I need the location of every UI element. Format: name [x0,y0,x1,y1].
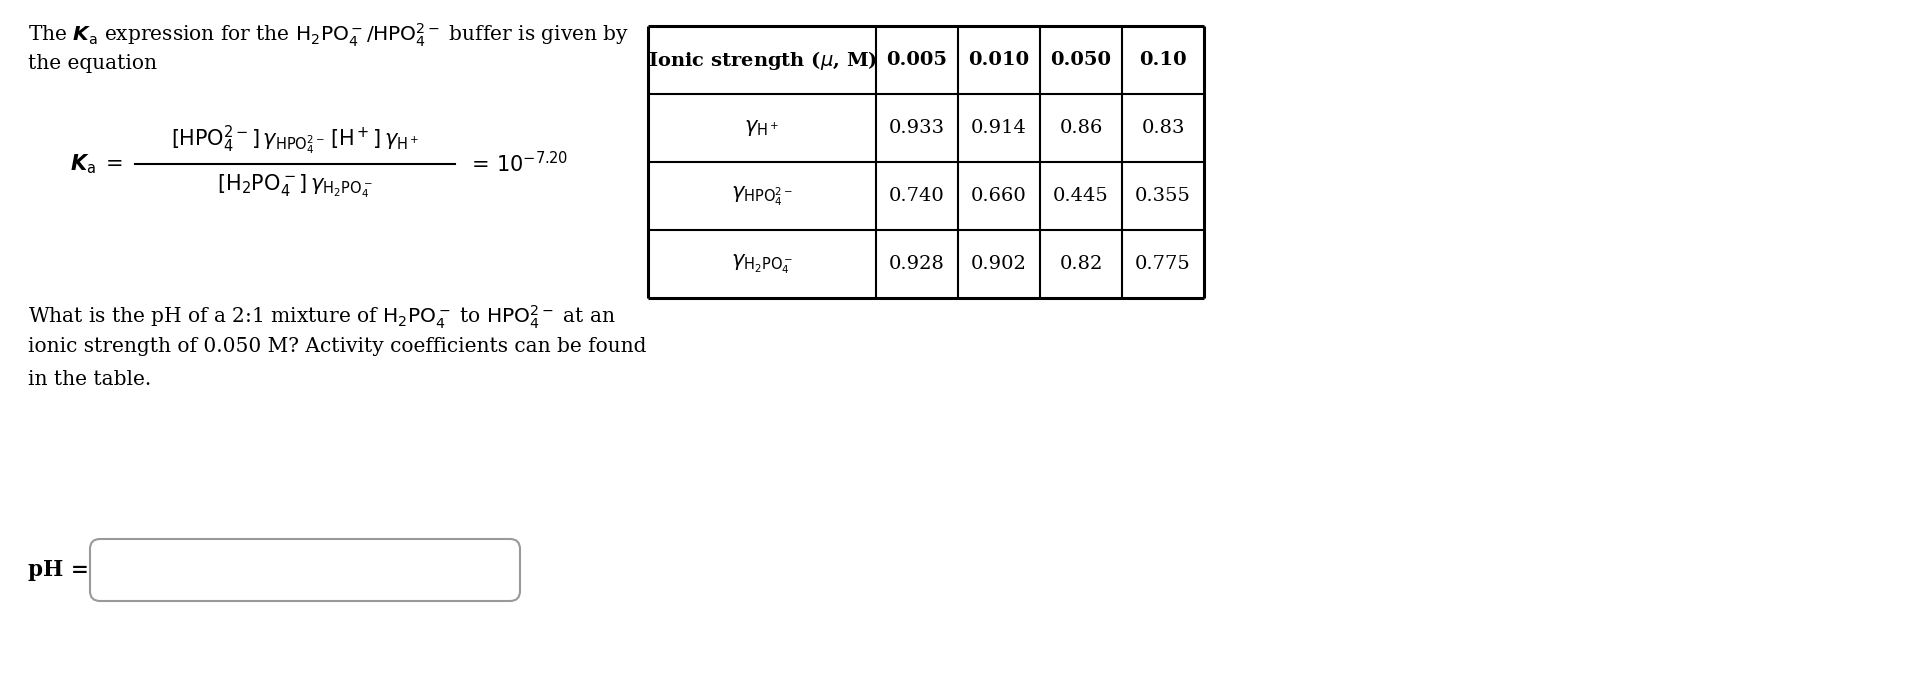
Text: ionic strength of 0.050 M? Activity coefficients can be found: ionic strength of 0.050 M? Activity coef… [29,337,646,356]
Text: 0.660: 0.660 [970,187,1028,205]
Text: 0.005: 0.005 [886,51,947,69]
Text: 0.775: 0.775 [1135,255,1190,273]
Text: 0.86: 0.86 [1060,119,1102,137]
Text: 0.914: 0.914 [970,119,1028,137]
Text: $=\,10^{-7.20}$: $=\,10^{-7.20}$ [468,151,567,176]
Text: Ionic strength ($\mu$, M): Ionic strength ($\mu$, M) [647,49,877,71]
Text: 0.933: 0.933 [888,119,945,137]
Text: $\mathbfit{K}_\mathrm{a}\;=$: $\mathbfit{K}_\mathrm{a}\;=$ [71,152,122,176]
Text: What is the pH of a 2:1 mixture of $\mathrm{H_2PO_4^-}$ to $\mathrm{HPO_4^{2-}}$: What is the pH of a 2:1 mixture of $\mat… [29,304,615,332]
Text: in the table.: in the table. [29,370,151,389]
Text: $\mathrm{[HPO_4^{2-}]}\,\gamma_{\mathrm{HPO_4^{2-}}}\,\mathrm{[H^+]}\,\gamma_{\m: $\mathrm{[HPO_4^{2-}]}\,\gamma_{\mathrm{… [170,123,418,156]
Text: 0.10: 0.10 [1138,51,1186,69]
FancyBboxPatch shape [90,539,520,601]
Text: pH =: pH = [29,559,90,581]
Text: $\gamma_{\mathrm{HPO_4^{2-}}}$: $\gamma_{\mathrm{HPO_4^{2-}}}$ [732,184,793,208]
Text: 0.83: 0.83 [1142,119,1184,137]
Text: $\mathrm{[H_2PO_4^-]}\,\gamma_{\mathrm{H_2PO_4^-}}$: $\mathrm{[H_2PO_4^-]}\,\gamma_{\mathrm{H… [218,172,372,200]
Text: 0.355: 0.355 [1135,187,1192,205]
Text: $\gamma_{\mathrm{H^+}}$: $\gamma_{\mathrm{H^+}}$ [745,118,779,138]
Text: $\gamma_{\mathrm{H_2PO_4^-}}$: $\gamma_{\mathrm{H_2PO_4^-}}$ [732,252,793,276]
Text: 0.902: 0.902 [970,255,1028,273]
Text: 0.82: 0.82 [1060,255,1102,273]
Text: 0.928: 0.928 [888,255,945,273]
Text: 0.445: 0.445 [1052,187,1110,205]
Text: 0.010: 0.010 [968,51,1029,69]
Text: 0.740: 0.740 [890,187,945,205]
Text: 0.050: 0.050 [1050,51,1112,69]
Text: the equation: the equation [29,54,157,73]
Text: The $\mathbfit{K}_\mathrm{a}$ expression for the $\mathrm{H_2PO_4^-/HPO_4^{2-}}$: The $\mathbfit{K}_\mathrm{a}$ expression… [29,22,628,49]
